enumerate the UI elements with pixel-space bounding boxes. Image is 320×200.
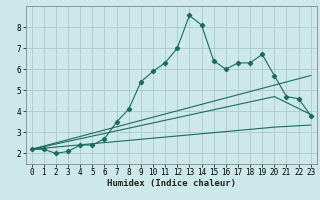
X-axis label: Humidex (Indice chaleur): Humidex (Indice chaleur) [107,179,236,188]
